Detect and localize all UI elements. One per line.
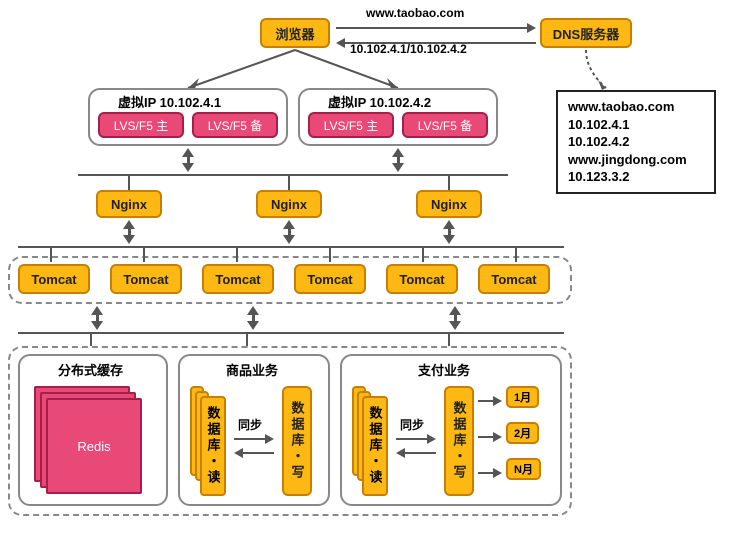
pay-sync-label: 同步 — [400, 416, 424, 433]
pay-m1-arrow — [478, 396, 502, 406]
tomcat-1: Tomcat — [110, 264, 182, 294]
dns-box: DNS服务器 — [540, 18, 632, 48]
goods-sync-l — [234, 448, 274, 458]
vip1-backup: LVS/F5 备 — [192, 112, 278, 138]
conn-svc-0 — [90, 306, 104, 330]
nginx-bus — [78, 174, 508, 176]
rec-1: 10.102.4.1 — [568, 116, 704, 134]
conn-svc-2 — [448, 306, 462, 330]
pay-month-1: 2月 — [506, 422, 539, 444]
tomcat-3: Tomcat — [294, 264, 366, 294]
browser-box: 浏览器 — [260, 18, 330, 48]
svc-bus — [18, 332, 564, 334]
tomcat-5: Tomcat — [478, 264, 550, 294]
pay-write: 数据库・写 — [444, 386, 474, 496]
pay-month-2: N月 — [506, 458, 541, 480]
rec-3: www.jingdong.com — [568, 151, 704, 169]
pay-sync-l — [396, 448, 436, 458]
svc-cache-title: 分布式缓存 — [58, 360, 123, 379]
tomcat-bus — [18, 246, 564, 248]
conn-vip2-bus — [391, 148, 405, 172]
nginx-2: Nginx — [416, 190, 482, 218]
tomcat-4: Tomcat — [386, 264, 458, 294]
vip1-title: 虚拟IP 10.102.4.1 — [118, 92, 221, 111]
svc-pay-title: 支付业务 — [418, 360, 470, 379]
conn-svc-1 — [246, 306, 260, 330]
vip1-primary: LVS/F5 主 — [98, 112, 184, 138]
goods-sync-r — [234, 434, 274, 444]
pay-month-0: 1月 — [506, 386, 539, 408]
dns-label: DNS服务器 — [553, 24, 619, 43]
pay-sync-r — [396, 434, 436, 444]
dns-request-label: www.taobao.com — [366, 6, 464, 20]
nginx-0: Nginx — [96, 190, 162, 218]
goods-sync-label: 同步 — [238, 416, 262, 433]
tomcat-0: Tomcat — [18, 264, 90, 294]
vip2-primary: LVS/F5 主 — [308, 112, 394, 138]
dns-response-label: 10.102.4.1/10.102.4.2 — [350, 42, 467, 56]
goods-write: 数据库・写 — [282, 386, 312, 496]
conn-ng2 — [442, 220, 456, 244]
nginx-1: Nginx — [256, 190, 322, 218]
rec-4: 10.123.3.2 — [568, 168, 704, 186]
conn-vip1-bus — [181, 148, 195, 172]
redis-box: Redis — [46, 398, 142, 494]
dns-records-box: www.taobao.com 10.102.4.1 10.102.4.2 www… — [556, 90, 716, 194]
req-arrow — [336, 23, 536, 33]
svc-goods-title: 商品业务 — [226, 360, 278, 379]
tomcat-2: Tomcat — [202, 264, 274, 294]
conn-ng1 — [282, 220, 296, 244]
conn-ng0 — [122, 220, 136, 244]
vip2-title: 虚拟IP 10.102.4.2 — [328, 92, 431, 111]
pay-m2-arrow — [478, 432, 502, 442]
pay-m3-arrow — [478, 468, 502, 478]
vip2-backup: LVS/F5 备 — [402, 112, 488, 138]
browser-label: 浏览器 — [275, 24, 314, 43]
rec-0: www.taobao.com — [568, 98, 704, 116]
rec-2: 10.102.4.2 — [568, 133, 704, 151]
